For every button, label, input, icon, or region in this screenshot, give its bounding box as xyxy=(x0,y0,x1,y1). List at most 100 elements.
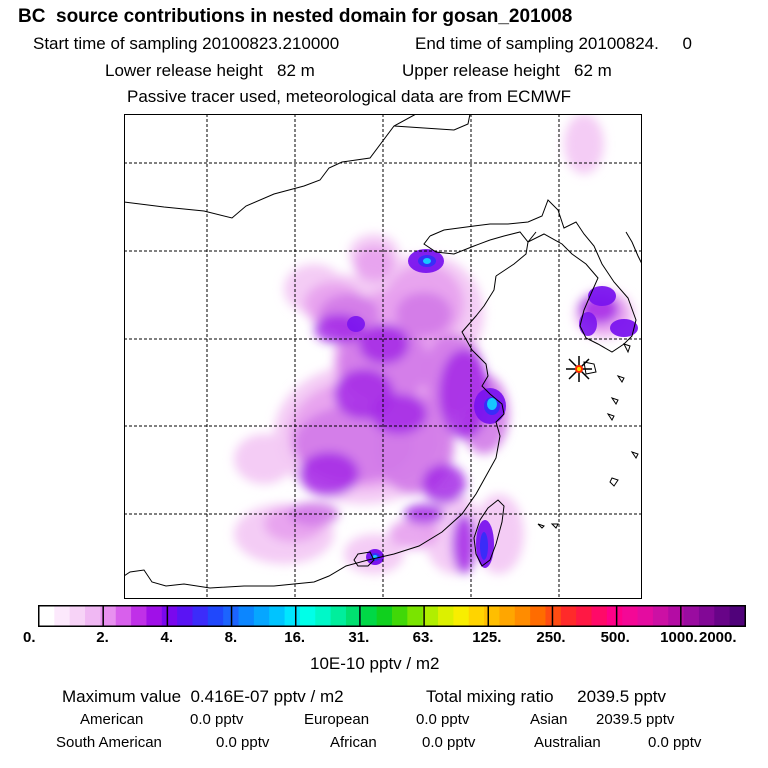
colorbar-cell xyxy=(39,606,55,626)
end-time-label: End time of sampling 20100824. 0 xyxy=(415,34,692,53)
colorbar-cell xyxy=(146,606,163,626)
coastlines xyxy=(124,114,642,589)
hotspot-core xyxy=(347,316,365,332)
colorbar-cell xyxy=(376,606,393,626)
total-mixing-ratio-label: Total mixing ratio 2039.5 pptv xyxy=(426,687,667,706)
map-frame xyxy=(124,114,642,599)
colorbar-cell xyxy=(729,606,746,626)
plume-blob xyxy=(396,292,452,336)
colorbar-cell xyxy=(299,606,316,626)
colorbar-cell xyxy=(115,606,132,626)
colorbar-cell xyxy=(284,606,301,626)
plume-blob xyxy=(354,246,394,282)
colorbar-cell xyxy=(192,606,209,626)
colorbar-cell xyxy=(514,606,531,626)
colorbar-cell xyxy=(69,606,86,626)
colorbar-cell xyxy=(652,606,669,626)
plume-blob xyxy=(389,519,439,549)
plume-blob xyxy=(371,394,427,434)
region-value-african: 0.0 pptv xyxy=(422,734,476,751)
hotspot-center xyxy=(423,258,431,264)
colorbar-cell xyxy=(545,606,562,626)
plume-blob xyxy=(234,434,294,484)
colorbar-cell xyxy=(177,606,194,626)
color-scale-bar xyxy=(38,605,746,627)
colorbar-cell xyxy=(576,606,593,626)
colorbar-cell xyxy=(484,606,501,626)
receptor-star-marker xyxy=(566,356,592,382)
colorbar-tick: 1000. xyxy=(660,629,698,646)
colorbar-cell xyxy=(207,606,224,626)
colorbar-cell xyxy=(453,606,470,626)
colorbar-cell xyxy=(591,606,608,626)
upper-release-label: Upper release height 62 m xyxy=(402,61,612,80)
colorbar-cell xyxy=(361,606,378,626)
colorbar-cell xyxy=(345,606,362,626)
region-value-asian: 2039.5 pptv xyxy=(596,711,675,728)
plume-blob xyxy=(359,324,409,364)
hotspots xyxy=(347,249,638,568)
colorbar-cell xyxy=(438,606,454,626)
colorbar-cell xyxy=(100,606,117,626)
colorbar-cell xyxy=(392,606,408,626)
colorbar-cell xyxy=(606,606,623,626)
colorbar-tick: 31. xyxy=(348,629,370,646)
colorbar-cell xyxy=(668,606,685,626)
colorbar-cell xyxy=(85,606,101,626)
region-name-australian: Australian xyxy=(534,734,601,751)
colorbar-cell xyxy=(330,606,347,626)
colorbar-cell xyxy=(407,606,424,626)
hotspot-core xyxy=(588,286,616,306)
plume-blob xyxy=(439,349,489,439)
hotspot-core xyxy=(579,312,597,336)
colorbar-tick: 2000. xyxy=(699,629,737,646)
colorbar-cell xyxy=(714,606,731,626)
colorbar-cell xyxy=(238,606,255,626)
colorbar-cell xyxy=(560,606,577,626)
colorbar-tick: 0. xyxy=(23,629,36,646)
region-value-american: 0.0 pptv xyxy=(190,711,244,728)
colorbar-cell xyxy=(161,606,178,626)
colorbar-tick: 63. xyxy=(412,629,434,646)
colorbar-cell xyxy=(622,606,639,626)
plume-blob xyxy=(422,464,466,504)
colorbar-tick: 250. xyxy=(536,629,566,646)
colorbar-tick: 125. xyxy=(472,629,502,646)
tracer-note: Passive tracer used, meteorological data… xyxy=(127,87,572,106)
colorbar-cell xyxy=(683,606,700,626)
hotspot-core xyxy=(610,319,638,337)
start-time-label: Start time of sampling 20100823.210000 xyxy=(33,34,340,53)
concentration-field xyxy=(234,114,634,574)
region-value-european: 0.0 pptv xyxy=(416,711,470,728)
region-name-south-american: South American xyxy=(56,734,162,751)
colorbar-cell xyxy=(269,606,286,626)
region-value-south-american: 0.0 pptv xyxy=(216,734,270,751)
colorbar-cell xyxy=(637,606,654,626)
hotspot-center xyxy=(487,398,497,410)
plume-blob xyxy=(564,114,604,174)
colorbar-unit-label: 10E-10 pptv / m2 xyxy=(310,654,440,673)
colorbar-cell xyxy=(253,606,270,626)
colorbar-tick: 16. xyxy=(284,629,306,646)
colorbar-cell xyxy=(422,606,439,626)
plume-blob xyxy=(452,514,476,574)
colorbar-cell xyxy=(698,606,715,626)
maximum-value-label: Maximum value 0.416E-07 pptv / m2 xyxy=(62,687,344,706)
source-contribution-map xyxy=(124,114,642,599)
plume-blob xyxy=(299,452,359,496)
map-title: BC source contributions in nested domain… xyxy=(18,6,573,27)
colorbar-cell xyxy=(499,606,516,626)
region-name-american: American xyxy=(80,711,144,728)
region-name-african: African xyxy=(330,734,377,751)
region-name-asian: Asian xyxy=(530,711,568,728)
colorbar-tick: 8. xyxy=(224,629,238,646)
colorbar-cell xyxy=(54,606,71,626)
colorbar-cell xyxy=(131,606,148,626)
colorbar-cell xyxy=(468,606,485,626)
colorbar-tick: 2. xyxy=(96,629,109,646)
lat-lon-grid xyxy=(124,114,642,599)
lower-release-label: Lower release height 82 m xyxy=(105,61,315,80)
colorbar-cell xyxy=(530,606,547,626)
region-value-australian: 0.0 pptv xyxy=(648,734,702,751)
colorbar-cell xyxy=(315,606,332,626)
